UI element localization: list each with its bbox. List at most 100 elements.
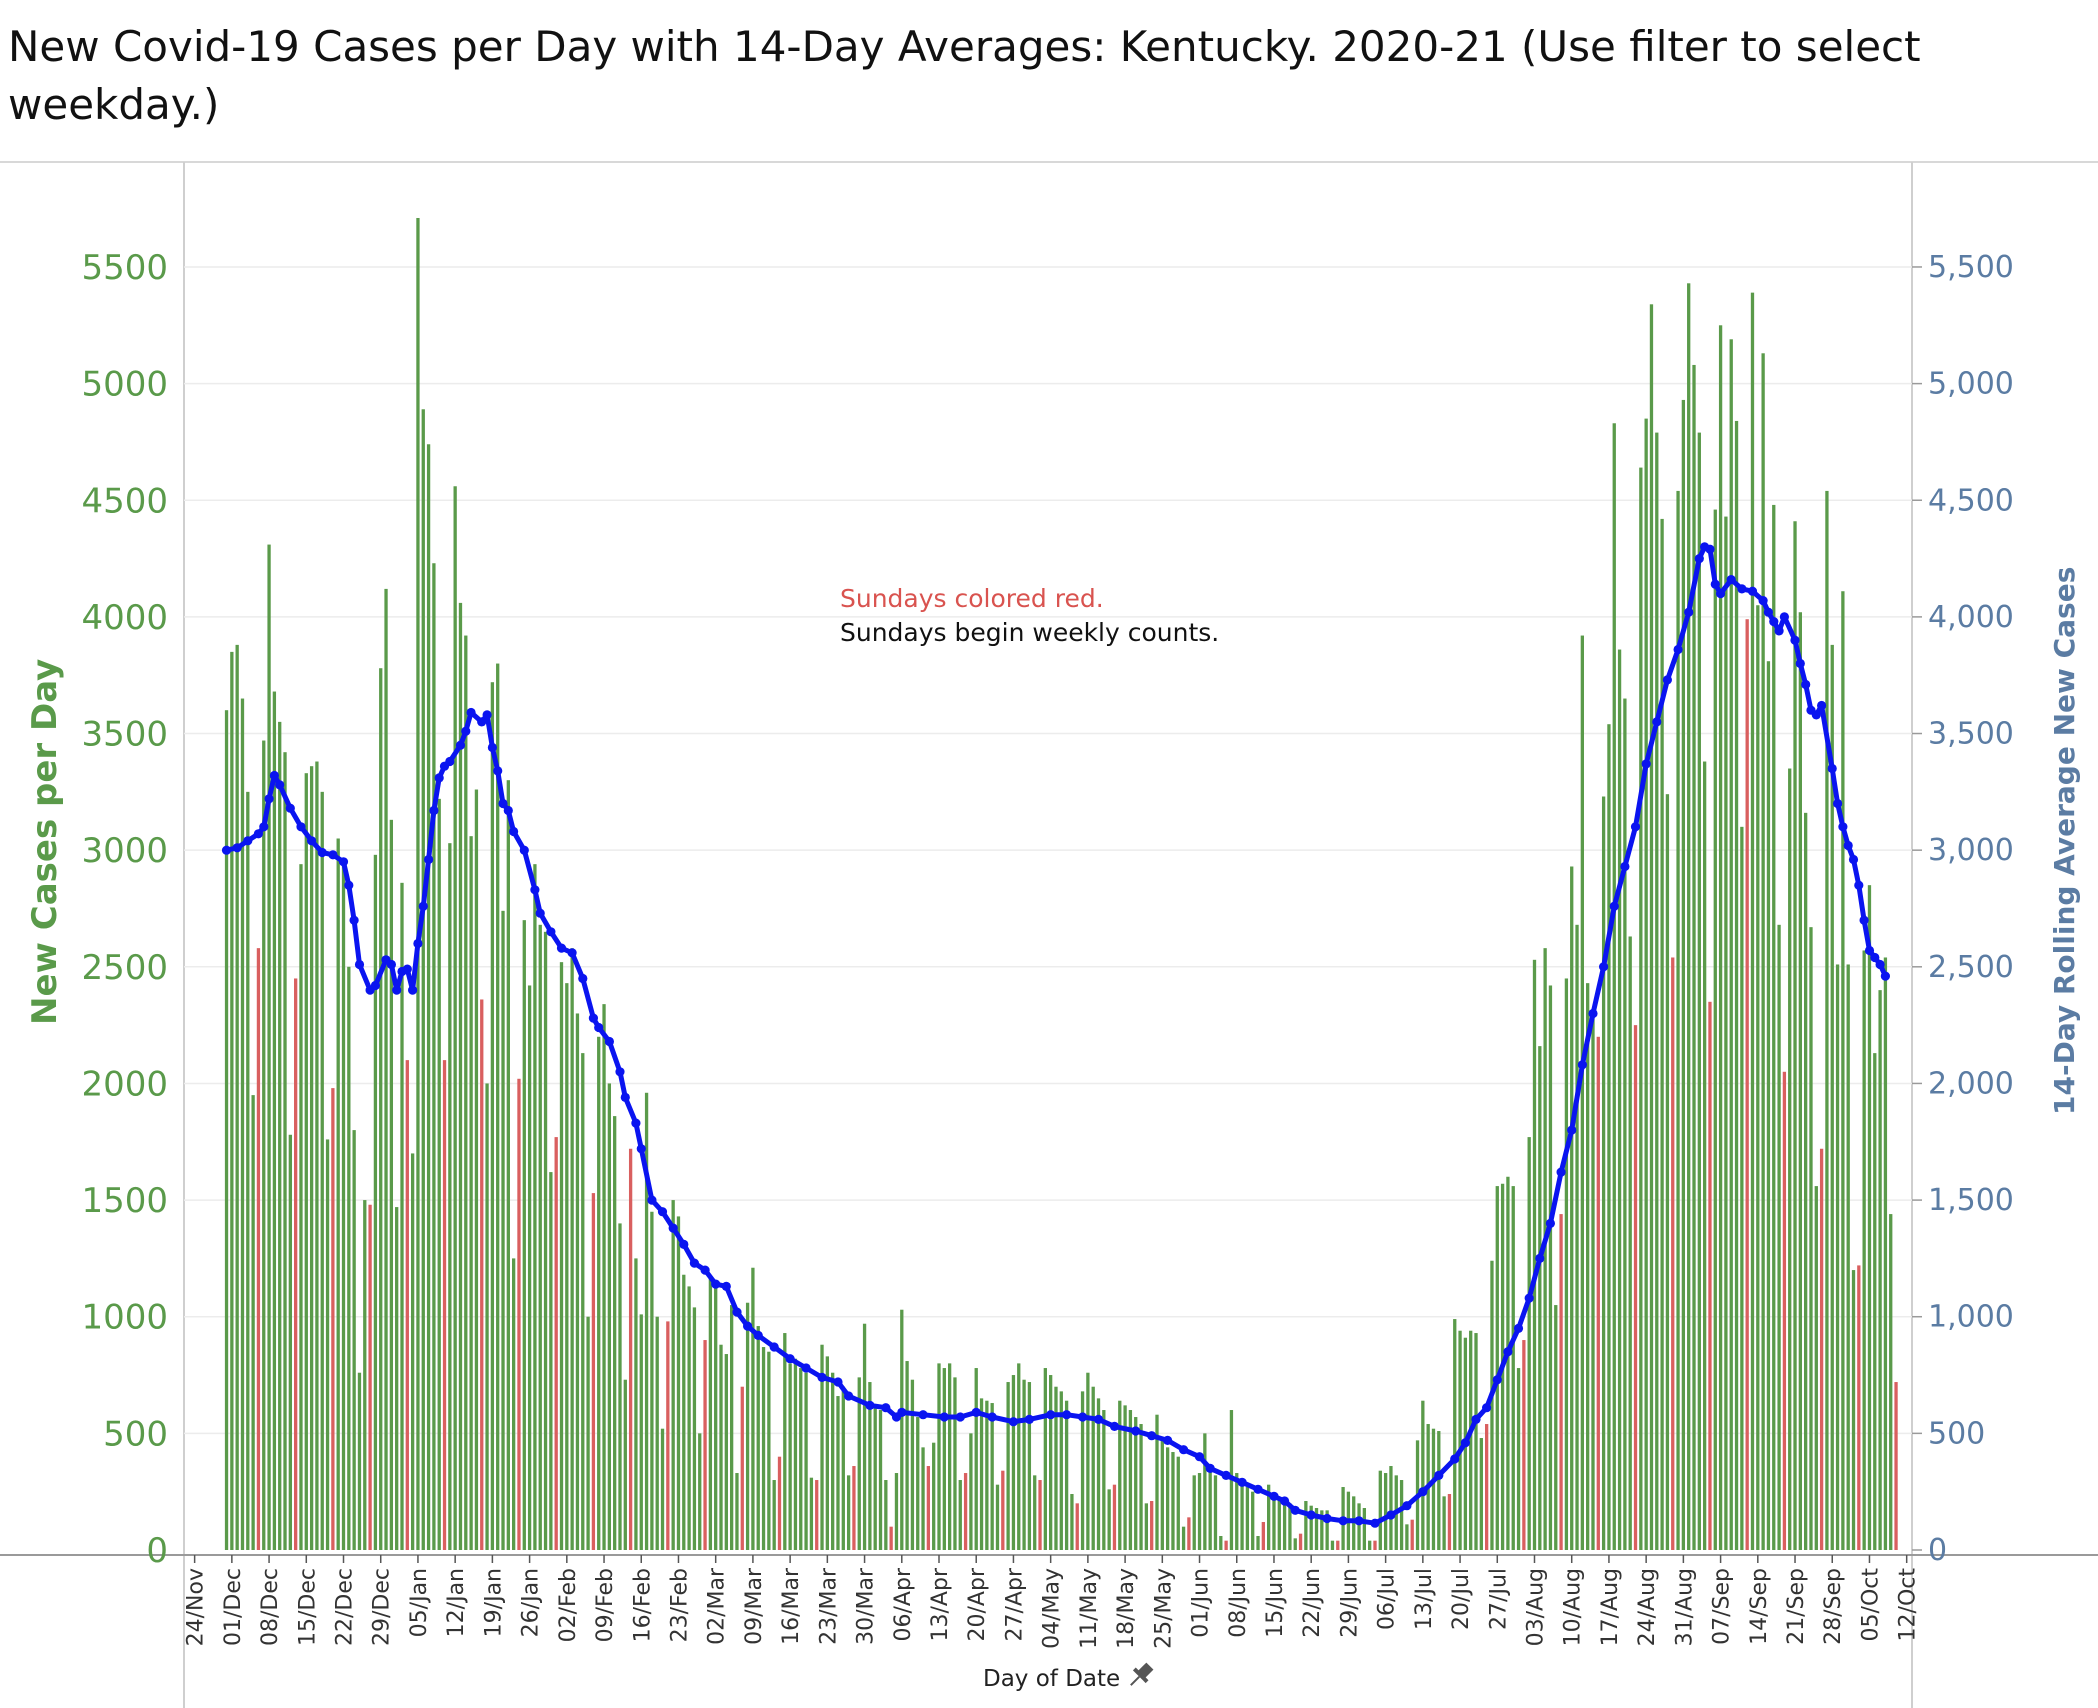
rolling-average-point (1492, 1375, 1502, 1385)
rolling-average-point (1599, 962, 1609, 972)
weekday-bar (846, 1475, 851, 1550)
y2-tick-label: 1,500 (1928, 1183, 2014, 1218)
weekday-bar (1421, 1400, 1425, 1550)
weekday-bar (1862, 950, 1866, 1550)
weekday-bar (538, 924, 542, 1550)
x-tick-label: 18/May (1114, 1568, 1139, 1649)
y2-tick-label: 5,500 (1928, 250, 2014, 285)
rolling-average-point (1290, 1505, 1300, 1515)
rolling-average-point (1620, 861, 1630, 872)
sunday-bar (256, 948, 261, 1550)
x-tick-label: 20/Apr (965, 1567, 990, 1641)
x-tick-label: 11/May (1077, 1568, 1102, 1649)
rolling-average-point (508, 826, 519, 837)
rolling-average-point (1769, 617, 1779, 627)
weekday-bar (676, 1216, 681, 1550)
weekday-bar (1554, 1305, 1558, 1550)
weekday-bar (496, 663, 500, 1550)
rolling-average-point (615, 1067, 625, 1077)
rolling-average-point (259, 822, 269, 832)
rolling-average-point (1577, 1060, 1587, 1070)
weekday-bar (1527, 1137, 1531, 1550)
weekday-bar (793, 1358, 798, 1550)
weekday-bar (559, 962, 564, 1550)
sunday-bar (1782, 1071, 1787, 1550)
weekday-bar (543, 931, 548, 1550)
weekday-bar (1681, 399, 1686, 1551)
weekday-bar (1134, 1417, 1138, 1550)
weekday-bar (522, 920, 526, 1550)
weekday-bar (1293, 1538, 1297, 1550)
x-tick-label: 07/Sep (1710, 1568, 1735, 1645)
weekday-bar (235, 644, 239, 1550)
weekday-bar (1873, 1053, 1877, 1550)
weekday-bar (788, 1363, 792, 1550)
weekday-bar (1192, 1475, 1196, 1550)
weekday-bar (597, 1036, 601, 1550)
rolling-average-point (1833, 798, 1843, 809)
weekday-bar (437, 798, 441, 1550)
weekday-bar (246, 791, 250, 1550)
rolling-average-point (1630, 822, 1641, 832)
weekday-bar (623, 1379, 627, 1550)
weekday-bar (1564, 978, 1569, 1550)
sunday-bar (1819, 1148, 1824, 1550)
weekday-bar (836, 1396, 840, 1550)
weekday-bar (820, 1344, 824, 1550)
weekday-bar (921, 1447, 925, 1550)
weekday-bar (464, 635, 468, 1550)
rolling-average-point (1588, 1008, 1598, 1019)
x-tick-label: 23/Mar (816, 1567, 841, 1645)
weekday-bar (868, 1382, 872, 1550)
weekday-bar (1096, 1398, 1101, 1550)
weekday-bar (1617, 649, 1622, 1550)
x-tick-label: 12/Oct (1896, 1568, 1921, 1642)
weekday-bar (1288, 1503, 1292, 1550)
weekday-bar (1399, 1480, 1404, 1550)
x-tick-label: 09/Mar (742, 1567, 767, 1645)
rolling-average-point (1280, 1496, 1290, 1506)
rolling-average-point (429, 805, 439, 816)
rolling-average-point (971, 1407, 981, 1417)
y-tick-label: 2500 (81, 948, 168, 988)
weekday-bar (1304, 1501, 1308, 1550)
y2-tick-label: 3,000 (1928, 833, 2014, 868)
rolling-average-point (503, 805, 513, 816)
rolling-average-point (1694, 554, 1704, 564)
rolling-average-point (567, 948, 577, 958)
y2-tick-label: 2,000 (1928, 1066, 2014, 1101)
rolling-average-point (721, 1281, 731, 1291)
rolling-average-point (1402, 1501, 1412, 1511)
rolling-average-point (1875, 959, 1885, 970)
weekday-bar (958, 1480, 962, 1550)
rolling-average-point (1774, 626, 1784, 636)
x-tick-label: 14/Sep (1747, 1568, 1772, 1645)
rolling-average-point (354, 959, 365, 970)
x-tick-label: 25/May (1151, 1568, 1176, 1649)
weekday-bar (910, 1379, 915, 1550)
rolling-average-point (657, 1207, 668, 1217)
y2-tick-label: 0 (1928, 1533, 1947, 1568)
x-tick-label: 19/Jan (481, 1568, 506, 1637)
weekday-bar (1713, 509, 1717, 1551)
weekday-bar (549, 1172, 553, 1550)
rolling-average-point (1609, 901, 1619, 911)
weekday-bar (1846, 964, 1850, 1550)
weekday-bar (230, 651, 234, 1550)
rolling-average-point (769, 1342, 779, 1352)
weekday-bar (1570, 866, 1574, 1550)
rolling-average-point (535, 908, 545, 918)
pin-icon[interactable] (1124, 1660, 1156, 1692)
weekday-bar (1798, 612, 1802, 1550)
weekday-bar (501, 910, 505, 1550)
rolling-average-point (817, 1372, 827, 1382)
x-tick-label: 29/Jun (1337, 1568, 1362, 1638)
weekday-bar (581, 1053, 585, 1550)
rolling-average-point (1221, 1470, 1231, 1480)
x-tick-label: 30/Mar (854, 1567, 879, 1645)
weekday-bar (1734, 420, 1739, 1551)
sunday-bar (294, 978, 298, 1550)
left-axis-ticks: 0 500 1000 1500 2000 2500 3000 3500 4000 4500 5000… (81, 248, 168, 1571)
weekday-bar (1469, 1330, 1473, 1550)
